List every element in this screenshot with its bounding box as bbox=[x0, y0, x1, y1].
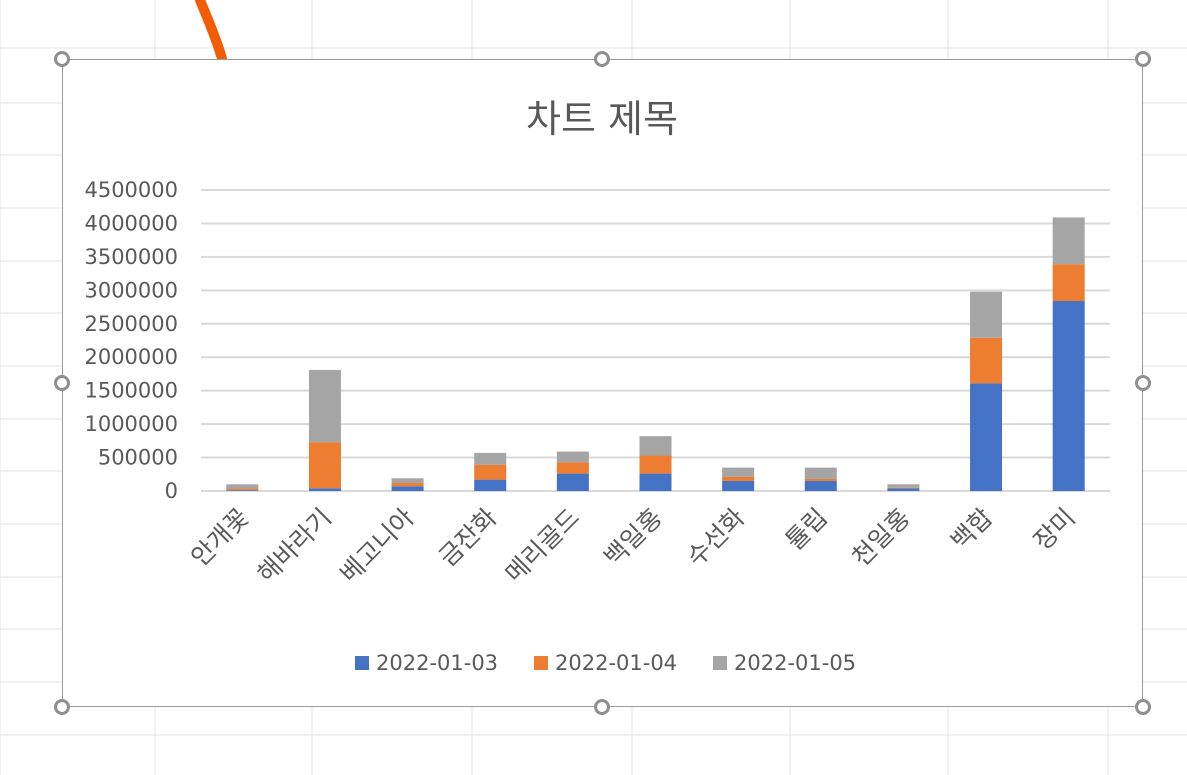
y-tick-label: 2000000 bbox=[84, 345, 178, 369]
resize-handle-bottom-right[interactable] bbox=[1135, 699, 1151, 715]
x-tick-label: 안개꽃 bbox=[185, 503, 254, 572]
bar-segment[interactable] bbox=[474, 464, 507, 480]
bar-segment[interactable] bbox=[887, 488, 920, 491]
bar-segment[interactable] bbox=[1052, 301, 1085, 491]
bar-segment[interactable] bbox=[308, 369, 341, 443]
bar-segment[interactable] bbox=[639, 455, 672, 474]
y-tick-label: 1000000 bbox=[84, 412, 178, 436]
resize-handle-bottom-center[interactable] bbox=[594, 699, 610, 715]
bar-segment[interactable] bbox=[887, 484, 920, 488]
y-tick-label: 0 bbox=[165, 479, 178, 503]
y-tick-label: 500000 bbox=[98, 446, 178, 470]
y-tick-label: 3500000 bbox=[84, 245, 178, 269]
legend-entry[interactable]: 2022-01-05 bbox=[734, 651, 856, 675]
y-tick-label: 1500000 bbox=[84, 379, 178, 403]
y-axis-tick-labels: 0 500000 1000000 1500000 2000000 2500000 30000… bbox=[84, 178, 178, 503]
x-tick-label: 장미 bbox=[1028, 503, 1081, 556]
x-tick-label: 베고니아 bbox=[334, 503, 420, 589]
y-tick-label: 3000000 bbox=[84, 278, 178, 302]
resize-handle-top-center[interactable] bbox=[594, 51, 610, 67]
legend-swatch bbox=[355, 656, 369, 670]
bar-segment[interactable] bbox=[722, 467, 755, 477]
y-tick-label: 2500000 bbox=[84, 312, 178, 336]
bar-segment[interactable] bbox=[474, 452, 507, 465]
chart-area[interactable]: 차트 제목 0 500000 1000000 1500000 2000000 250000… bbox=[62, 59, 1143, 707]
bar-segment[interactable] bbox=[722, 476, 755, 481]
bar-segment[interactable] bbox=[1052, 217, 1085, 265]
x-tick-label: 수선화 bbox=[681, 503, 750, 572]
bar-segment[interactable] bbox=[804, 480, 837, 491]
legend-entry[interactable]: 2022-01-04 bbox=[555, 651, 677, 675]
x-tick-label: 천일홍 bbox=[846, 503, 915, 572]
bar-segment[interactable] bbox=[226, 484, 259, 489]
bar-segment[interactable] bbox=[308, 442, 341, 489]
legend-swatch bbox=[534, 656, 548, 670]
x-tick-label: 금잔화 bbox=[433, 503, 502, 572]
bar-segment[interactable] bbox=[556, 451, 589, 463]
x-tick-label: 백합 bbox=[945, 503, 998, 556]
bar-segment[interactable] bbox=[226, 490, 259, 491]
bar-segment[interactable] bbox=[804, 467, 837, 479]
chart-plot: 차트 제목 0 500000 1000000 1500000 2000000 250000… bbox=[84, 97, 1110, 675]
chart-title[interactable]: 차트 제목 bbox=[526, 97, 678, 141]
gridlines bbox=[201, 189, 1110, 492]
x-tick-label: 해바라기 bbox=[252, 503, 338, 589]
bar-segment[interactable] bbox=[970, 337, 1003, 384]
resize-handle-bottom-left[interactable] bbox=[54, 699, 70, 715]
x-tick-label: 백일홍 bbox=[598, 503, 667, 572]
legend[interactable]: 2022-01-03 2022-01-04 2022-01-05 bbox=[355, 651, 856, 675]
y-tick-label: 4500000 bbox=[84, 178, 178, 202]
resize-handle-middle-left[interactable] bbox=[54, 375, 70, 391]
bar-segment[interactable] bbox=[970, 383, 1003, 491]
bar-segment[interactable] bbox=[804, 478, 837, 481]
bars bbox=[226, 217, 1085, 491]
bar-segment[interactable] bbox=[474, 479, 507, 491]
bar-segment[interactable] bbox=[556, 473, 589, 491]
bar-segment[interactable] bbox=[391, 478, 424, 483]
bar-segment[interactable] bbox=[970, 291, 1003, 338]
bar-segment[interactable] bbox=[226, 488, 259, 491]
bar-segment[interactable] bbox=[308, 488, 341, 491]
bar-segment[interactable] bbox=[639, 473, 672, 491]
resize-handle-top-right[interactable] bbox=[1135, 51, 1151, 67]
x-tick-label: 튤립 bbox=[780, 503, 833, 556]
bar-segment[interactable] bbox=[556, 462, 589, 474]
legend-swatch bbox=[713, 656, 727, 670]
x-tick-label: 메리골드 bbox=[500, 503, 586, 589]
bar-segment[interactable] bbox=[391, 482, 424, 487]
bar-segment[interactable] bbox=[1052, 264, 1085, 302]
bar-segment[interactable] bbox=[722, 480, 755, 491]
y-tick-label: 4000000 bbox=[84, 211, 178, 235]
bar-segment[interactable] bbox=[887, 487, 920, 489]
resize-handle-middle-right[interactable] bbox=[1135, 375, 1151, 391]
resize-handle-top-left[interactable] bbox=[54, 51, 70, 67]
bar-segment[interactable] bbox=[639, 436, 672, 456]
legend-entry[interactable]: 2022-01-03 bbox=[376, 651, 498, 675]
bar-segment[interactable] bbox=[391, 486, 424, 491]
